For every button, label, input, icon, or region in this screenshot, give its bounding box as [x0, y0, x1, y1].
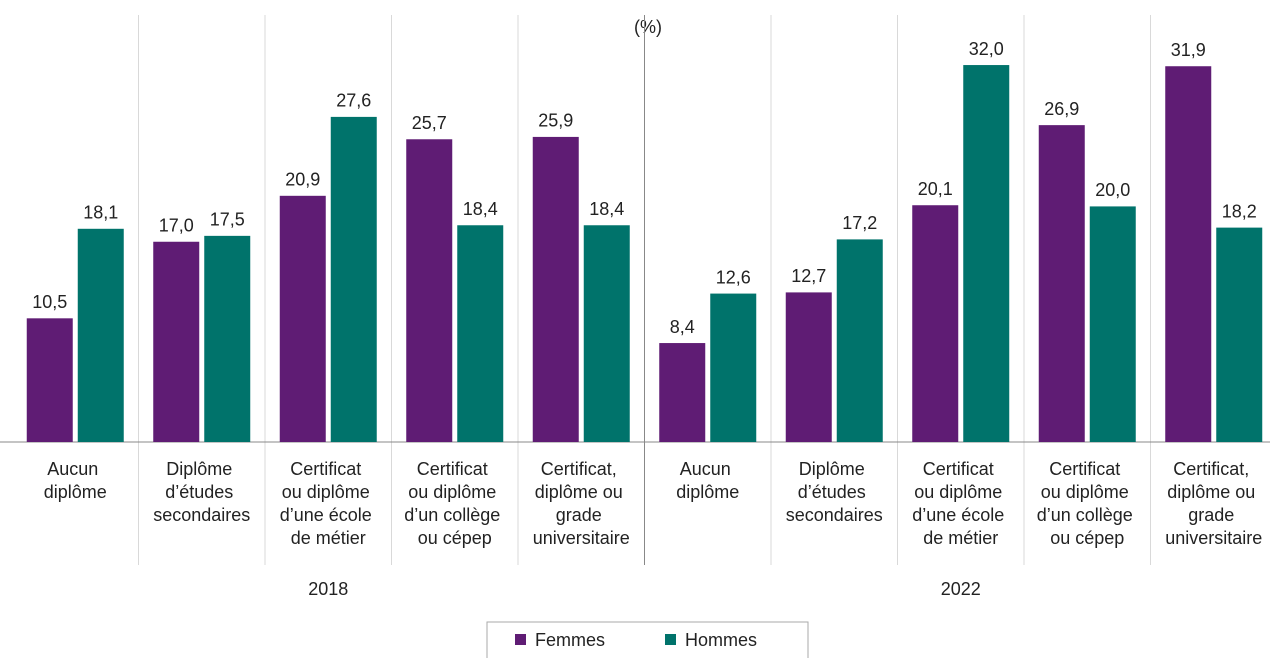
label-line: d’une école: [280, 505, 377, 525]
x-tick-label: Certificat ou diplôme d’une école de mét…: [280, 459, 377, 548]
bar: [785, 292, 832, 442]
label-line: ou cépep: [418, 528, 492, 548]
value-label: 20,9: [285, 170, 320, 190]
bar: [204, 235, 251, 442]
label-line: d’études: [165, 482, 238, 502]
label-line: ou diplôme: [282, 482, 375, 502]
label-line: universitaire: [533, 528, 630, 548]
label-line: diplôme: [44, 482, 107, 502]
value-label: 17,0: [159, 216, 194, 236]
value-label: 20,0: [1095, 180, 1130, 200]
x-tick-label: Diplôme d’études secondaires: [786, 459, 883, 525]
label-line: Diplôme: [799, 459, 870, 479]
bar: [1038, 125, 1085, 443]
x-tick-label: Certificat ou diplôme d’un collège ou cé…: [404, 459, 505, 548]
value-label: 8,4: [670, 317, 695, 337]
legend-swatch: [515, 634, 526, 645]
group-label: 2018: [308, 579, 348, 599]
x-tick-label: Aucun diplôme: [44, 459, 107, 502]
x-tick-label: Certificat ou diplôme d’un collège ou cé…: [1037, 459, 1138, 548]
x-tick-label: Diplôme d’études secondaires: [153, 459, 250, 525]
label-line: Diplôme: [166, 459, 237, 479]
label-line: Aucun: [47, 459, 103, 479]
label-line: ou diplôme: [408, 482, 501, 502]
value-label: 25,7: [412, 113, 447, 133]
label-line: d’une école: [912, 505, 1009, 525]
value-label: 26,9: [1044, 99, 1079, 119]
value-label: 31,9: [1171, 40, 1206, 60]
label-line: Certificat: [923, 459, 999, 479]
x-tick-label: Certificat, diplôme ou grade universitai…: [1165, 459, 1262, 548]
bar: [153, 241, 200, 442]
label-line: Certificat: [290, 459, 366, 479]
label-line: secondaires: [786, 505, 883, 525]
label-line: ou diplôme: [914, 482, 1007, 502]
label-line: Certificat,: [541, 459, 622, 479]
label-line: d’un collège: [404, 505, 505, 525]
value-label: 12,7: [791, 266, 826, 286]
bar: [26, 318, 73, 442]
bar: [1165, 66, 1212, 443]
label-line: diplôme ou: [1167, 482, 1260, 502]
bar: [457, 225, 504, 442]
group-label: 2022: [941, 579, 981, 599]
bar: [330, 116, 377, 442]
label-line: ou cépep: [1050, 528, 1124, 548]
x-tick-label: Certificat ou diplôme d’une école de mét…: [912, 459, 1009, 548]
bar: [912, 205, 959, 442]
label-line: Certificat,: [1173, 459, 1254, 479]
label-line: de métier: [923, 528, 998, 548]
bar: [836, 239, 883, 442]
bar: [406, 139, 453, 443]
bar: [532, 136, 579, 442]
value-label: 18,4: [463, 199, 498, 219]
bar: [659, 343, 706, 442]
bar: [279, 195, 326, 442]
value-label: 20,1: [918, 179, 953, 199]
legend-box: [486, 621, 809, 658]
bar: [1216, 227, 1263, 442]
value-label: 17,5: [210, 210, 245, 230]
label-line: de métier: [291, 528, 366, 548]
value-label: 18,4: [589, 199, 624, 219]
legend-label: Femmes: [535, 630, 605, 650]
value-label: 10,5: [32, 292, 67, 312]
label-line: grade: [556, 505, 607, 525]
value-label: 32,0: [969, 39, 1004, 59]
bar: [1089, 206, 1136, 442]
label-line: universitaire: [1165, 528, 1262, 548]
bar: [963, 65, 1010, 442]
value-label: 12,6: [716, 267, 751, 287]
label-line: diplôme: [676, 482, 739, 502]
x-tick-label: Certificat, diplôme ou grade universitai…: [533, 459, 630, 548]
axis-label: (%): [634, 17, 662, 37]
bar: [583, 225, 630, 442]
label-line: ou diplôme: [1041, 482, 1134, 502]
legend-label: Hommes: [685, 630, 757, 650]
value-label: 18,1: [83, 203, 118, 223]
value-label: 27,6: [336, 91, 371, 111]
label-line: diplôme ou: [535, 482, 628, 502]
bar: [710, 293, 757, 442]
label-line: d’un collège: [1037, 505, 1138, 525]
label-line: Aucun: [680, 459, 736, 479]
label-line: secondaires: [153, 505, 250, 525]
value-label: 18,2: [1222, 201, 1257, 221]
value-label: 25,9: [538, 111, 573, 131]
x-tick-label: Aucun diplôme: [676, 459, 739, 502]
label-line: Certificat: [417, 459, 493, 479]
label-line: d’études: [798, 482, 871, 502]
legend-swatch: [665, 634, 676, 645]
bar: [77, 228, 124, 442]
value-label: 17,2: [842, 213, 877, 233]
label-line: Certificat: [1049, 459, 1125, 479]
label-line: grade: [1188, 505, 1239, 525]
